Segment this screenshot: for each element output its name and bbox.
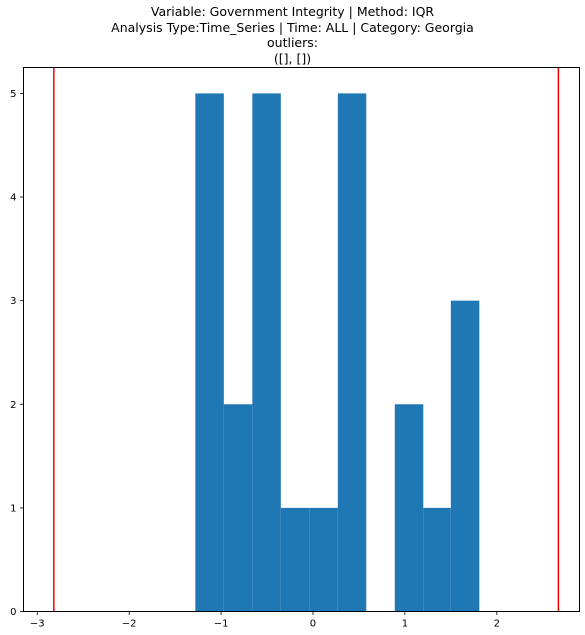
chart-title-line-3: outliers:	[267, 35, 318, 50]
y-tick-label: 1	[10, 503, 16, 514]
y-tick-label: 3	[10, 296, 16, 307]
chart-title-line-1: Variable: Government Integrity | Method:…	[150, 4, 435, 19]
threshold-lines	[53, 67, 560, 612]
x-tick-label: −3	[30, 619, 45, 630]
x-tick-label: 2	[494, 619, 500, 630]
x-tick-label: −2	[122, 619, 137, 630]
y-axis: 0 1 2 3 4 5	[10, 89, 24, 618]
plot-frame	[23, 67, 580, 612]
y-tick-label: 2	[10, 400, 16, 411]
histogram-bar	[195, 93, 224, 612]
chart-title-line-2: Analysis Type:Time_Series | Time: ALL | …	[111, 19, 474, 35]
histogram-bar	[450, 300, 480, 612]
histogram-bar	[423, 507, 451, 612]
histogram-bars	[195, 93, 480, 612]
histogram-bar	[337, 93, 367, 612]
histogram-bar	[309, 507, 338, 612]
histogram-bar	[252, 93, 281, 612]
y-tick-label: 5	[10, 89, 16, 100]
x-tick-label: 1	[402, 619, 408, 630]
x-tick-label: 0	[310, 619, 316, 630]
histogram-bar	[394, 404, 424, 612]
y-tick-label: 4	[10, 193, 16, 204]
chart-title: Variable: Government Integrity | Method:…	[0, 4, 585, 66]
x-tick-label: −1	[214, 619, 229, 630]
histogram-bar	[280, 507, 310, 612]
x-axis: −3 −2 −1 0 1 2	[30, 611, 500, 630]
y-tick-label: 0	[10, 607, 16, 618]
histogram-bar	[223, 404, 253, 612]
chart-title-line-4: ([], [])	[273, 50, 312, 66]
